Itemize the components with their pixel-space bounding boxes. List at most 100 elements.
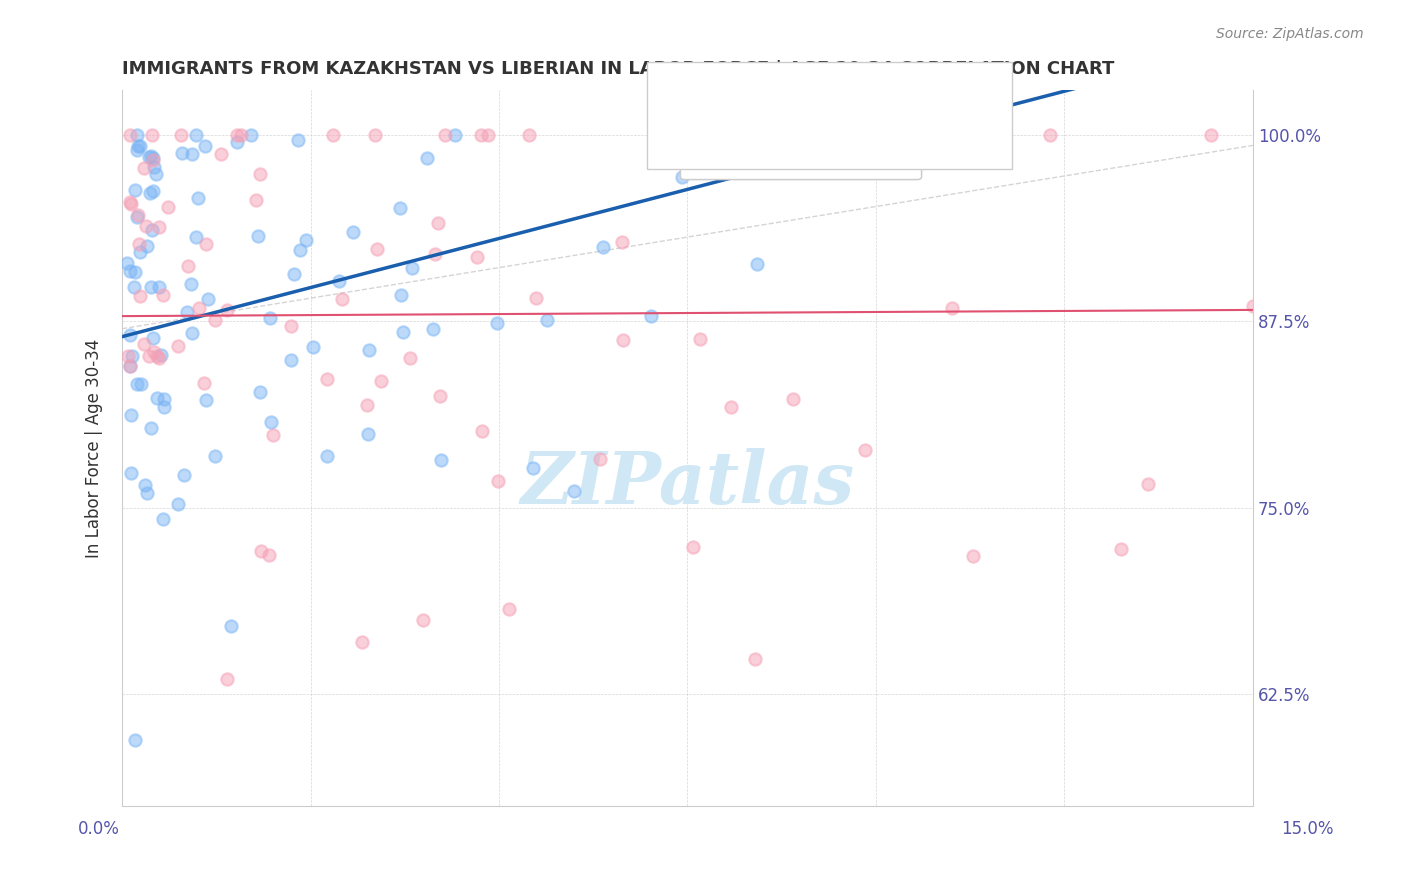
Point (905, 128, 928, 142)
Point (744, 652, 766, 666)
Point (412, 613, 434, 627)
Point (194, 139, 217, 153)
Text: Source: ZipAtlas.com: Source: ZipAtlas.com (1216, 27, 1364, 41)
Point (148, 351, 170, 366)
Point (136, 238, 159, 252)
Point (356, 398, 378, 412)
Point (142, 153, 165, 168)
Point (477, 128, 499, 142)
Point (250, 544, 273, 558)
Point (315, 449, 337, 463)
Point (148, 280, 170, 294)
Point (427, 216, 450, 230)
Point (429, 388, 451, 402)
Point (120, 409, 142, 423)
Point (640, 309, 662, 323)
Point (588, 451, 610, 466)
Point (125, 377, 148, 392)
Point (434, 128, 457, 142)
Point (283, 267, 305, 281)
Point (121, 349, 143, 363)
Point (422, 322, 444, 336)
Point (225, 135, 247, 149)
Text: IMMIGRANTS FROM KAZAKHSTAN VS LIBERIAN IN LABOR FORCE | AGE 30-34 CORRELATION CH: IMMIGRANTS FROM KAZAKHSTAN VS LIBERIAN I… (122, 60, 1115, 78)
Point (118, 359, 141, 373)
Point (389, 201, 412, 215)
Point (470, 128, 492, 142)
Point (221, 619, 243, 633)
Point (259, 310, 281, 325)
Point (1111, 542, 1133, 557)
Point (260, 415, 283, 429)
Point (287, 133, 309, 147)
Point (1241, 299, 1264, 313)
Point (142, 184, 165, 198)
Point (217, 673, 239, 687)
Point (465, 250, 488, 264)
Point (176, 305, 198, 319)
Point (401, 261, 423, 276)
Point (131, 376, 153, 391)
Point (152, 288, 174, 302)
Point (148, 220, 170, 235)
Point (145, 167, 167, 181)
Point (127, 139, 149, 153)
Point (170, 128, 193, 142)
Point (115, 255, 138, 269)
Point (399, 351, 422, 365)
Point (1039, 128, 1062, 142)
Point (612, 333, 634, 347)
Legend: R = 0.298   N = 89, R = 0.009   N = 78: R = 0.298 N = 89, R = 0.009 N = 78 (681, 99, 921, 179)
Point (120, 197, 142, 211)
Point (186, 128, 208, 142)
Point (295, 234, 318, 248)
Point (302, 340, 325, 354)
Text: ZIPatlas: ZIPatlas (520, 448, 855, 519)
Point (118, 359, 141, 373)
Point (167, 497, 190, 511)
Point (127, 208, 149, 222)
Point (156, 200, 179, 214)
Point (962, 549, 984, 563)
Point (204, 450, 226, 464)
Point (485, 316, 508, 330)
Point (364, 128, 387, 142)
Point (536, 313, 558, 327)
Point (195, 236, 218, 251)
Point (139, 280, 162, 294)
Point (229, 128, 252, 142)
Point (180, 277, 202, 291)
Point (328, 274, 350, 288)
Point (118, 128, 141, 142)
Point (146, 349, 169, 363)
Point (290, 243, 312, 257)
Point (141, 149, 163, 163)
Point (176, 259, 198, 273)
Point (118, 264, 141, 278)
Point (928, 128, 950, 142)
Point (689, 332, 711, 346)
Point (280, 352, 302, 367)
Point (124, 264, 146, 278)
Point (1136, 477, 1159, 491)
Point (370, 375, 392, 389)
Point (249, 385, 271, 400)
Point (117, 350, 139, 364)
Point (141, 128, 163, 142)
Point (138, 349, 160, 363)
Point (204, 313, 226, 327)
Point (139, 186, 162, 201)
Point (769, 128, 792, 142)
Point (124, 732, 146, 747)
Point (197, 292, 219, 306)
Point (118, 194, 141, 209)
Point (671, 170, 693, 185)
Point (134, 161, 156, 175)
Point (134, 336, 156, 351)
Point (366, 243, 388, 257)
Point (139, 421, 162, 435)
Point (350, 634, 373, 648)
Point (143, 160, 166, 174)
Point (685, 128, 707, 142)
Text: 15.0%: 15.0% (1281, 820, 1334, 838)
